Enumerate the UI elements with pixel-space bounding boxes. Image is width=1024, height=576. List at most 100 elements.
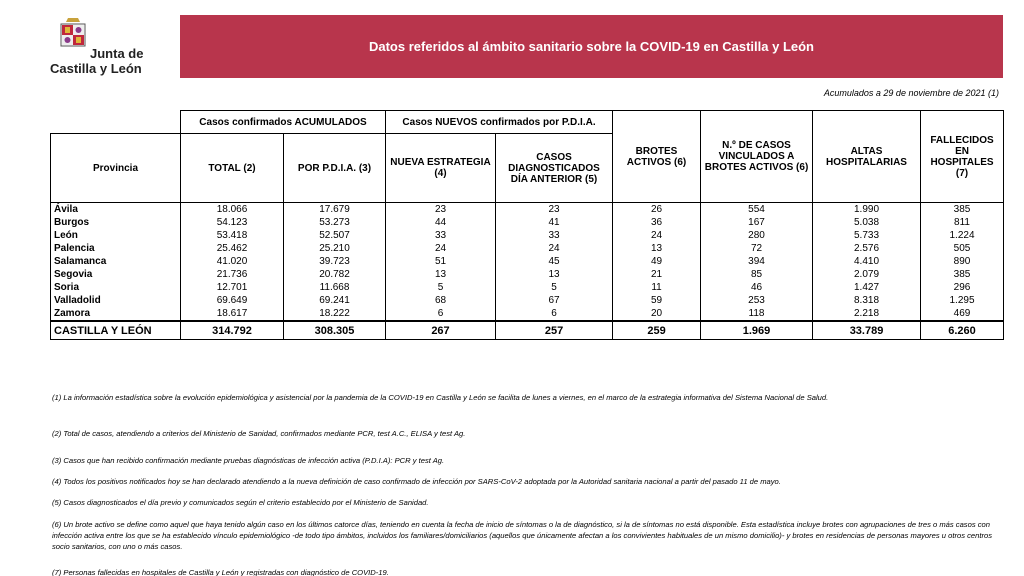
table-row: Ávila 18.066 17.679 23 23 26 554 1.990 385 xyxy=(50,202,1005,216)
cell: 253 xyxy=(700,294,814,307)
logo-text: Castilla y León xyxy=(50,61,142,76)
cell: 20 xyxy=(612,307,702,321)
cell: 118 xyxy=(700,307,814,321)
table-row: Burgos 54.123 53.273 44 41 36 167 5.038 811 xyxy=(50,216,1005,229)
cell: 17.679 xyxy=(283,202,386,216)
table-row: Salamanca 41.020 39.723 51 45 49 394 4.410 890 xyxy=(50,255,1005,268)
total-cell: 1.969 xyxy=(700,320,814,340)
cell: 49 xyxy=(612,255,702,268)
cell: 53.273 xyxy=(283,216,386,229)
cell: 6 xyxy=(494,307,614,321)
cell: 23 xyxy=(385,202,496,216)
cell: 5.733 xyxy=(812,229,922,242)
cell: 53.418 xyxy=(180,229,284,242)
total-cell: 6.260 xyxy=(920,320,1005,340)
province: Soria xyxy=(50,281,181,294)
footnote: (4) Todos los positivos notificados hoy … xyxy=(52,477,781,486)
table-row: Segovia 21.736 20.782 13 13 21 85 2.079 385 xyxy=(50,268,1005,281)
cell: 18.617 xyxy=(180,307,284,321)
province: Salamanca xyxy=(50,255,181,268)
cell: 68 xyxy=(385,294,496,307)
cell: 69.241 xyxy=(283,294,386,307)
cell: 2.576 xyxy=(812,242,922,255)
cell: 18.066 xyxy=(180,202,284,216)
total-cell: 267 xyxy=(385,320,496,340)
cell: 26 xyxy=(612,202,702,216)
province: Palencia xyxy=(50,242,181,255)
cell: 13 xyxy=(612,242,702,255)
table-row: Zamora 18.617 18.222 6 6 20 118 2.218 469 xyxy=(50,307,1005,321)
table-row: León 53.418 52.507 33 33 24 280 5.733 1.224 xyxy=(50,229,1005,242)
province: Zamora xyxy=(50,307,181,321)
cell: 1.224 xyxy=(920,229,1005,242)
footnote: (1) La información estadística sobre la … xyxy=(52,393,829,402)
table-body: Ávila 18.066 17.679 23 23 26 554 1.990 385 Burgos… xyxy=(50,202,1005,340)
province: Burgos xyxy=(50,216,181,229)
cell: 21 xyxy=(612,268,702,281)
cell: 1.990 xyxy=(812,202,922,216)
cell: 33 xyxy=(385,229,496,242)
cell: 4.410 xyxy=(812,255,922,268)
total-row: CASTILLA Y LEÓN 314.792 308.305 267 257 259 1.… xyxy=(50,320,1005,340)
cell: 394 xyxy=(700,255,814,268)
table-row: Valladolid 69.649 69.241 68 67 59 253 8.318 1.29… xyxy=(50,294,1005,307)
cell: 33 xyxy=(494,229,614,242)
cell: 20.782 xyxy=(283,268,386,281)
cell: 41 xyxy=(494,216,614,229)
cell: 12.701 xyxy=(180,281,284,294)
cell: 554 xyxy=(700,202,814,216)
logo: Junta de Castilla y León xyxy=(50,18,180,80)
province: Segovia xyxy=(50,268,181,281)
column-header: TOTAL (2) xyxy=(180,133,284,203)
cell: 54.123 xyxy=(180,216,284,229)
cell: 52.507 xyxy=(283,229,386,242)
cell: 45 xyxy=(494,255,614,268)
cell: 13 xyxy=(385,268,496,281)
footnote: (5) Casos diagnosticados el día previo y… xyxy=(52,498,429,507)
total-cell: 259 xyxy=(612,320,702,340)
column-header: Provincia xyxy=(50,133,181,203)
cell: 1.295 xyxy=(920,294,1005,307)
cell: 5 xyxy=(494,281,614,294)
footnote: (7) Personas fallecidas en hospitales de… xyxy=(52,568,389,576)
cell: 13 xyxy=(494,268,614,281)
footnote: (2) Total de casos, atendiendo a criteri… xyxy=(52,429,466,438)
cell: 6 xyxy=(385,307,496,321)
cell: 25.210 xyxy=(283,242,386,255)
cell: 69.649 xyxy=(180,294,284,307)
title-banner: Datos referidos al ámbito sanitario sobr… xyxy=(180,15,1003,78)
cell: 25.462 xyxy=(180,242,284,255)
total-cell: 33.789 xyxy=(812,320,922,340)
cell: 24 xyxy=(612,229,702,242)
cell: 44 xyxy=(385,216,496,229)
cell: 385 xyxy=(920,268,1005,281)
cell: 890 xyxy=(920,255,1005,268)
cell: 385 xyxy=(920,202,1005,216)
cell: 21.736 xyxy=(180,268,284,281)
cell: 67 xyxy=(494,294,614,307)
cell: 505 xyxy=(920,242,1005,255)
cell: 2.079 xyxy=(812,268,922,281)
cell: 167 xyxy=(700,216,814,229)
cell: 296 xyxy=(920,281,1005,294)
cell: 36 xyxy=(612,216,702,229)
cell: 5.038 xyxy=(812,216,922,229)
total-cell: 308.305 xyxy=(283,320,386,340)
footnote: (3) Casos que han recibido confirmación … xyxy=(52,456,445,465)
empty-cell xyxy=(50,110,181,134)
total-label: CASTILLA Y LEÓN xyxy=(50,320,181,340)
table-row: Palencia 25.462 25.210 24 24 13 72 2.576 505 xyxy=(50,242,1005,255)
province: Valladolid xyxy=(50,294,181,307)
cell: 811 xyxy=(920,216,1005,229)
cell: 2.218 xyxy=(812,307,922,321)
cell: 51 xyxy=(385,255,496,268)
province: León xyxy=(50,229,181,242)
column-header: BROTES ACTIVOS (6) xyxy=(612,110,702,203)
cell: 18.222 xyxy=(283,307,386,321)
cell: 11.668 xyxy=(283,281,386,294)
cell: 24 xyxy=(385,242,496,255)
date-note: Acumulados a 29 de noviembre de 2021 (1) xyxy=(823,88,999,98)
cell: 39.723 xyxy=(283,255,386,268)
data-table: Casos confirmados ACUMULADOS Casos NUEVO… xyxy=(50,110,1005,340)
